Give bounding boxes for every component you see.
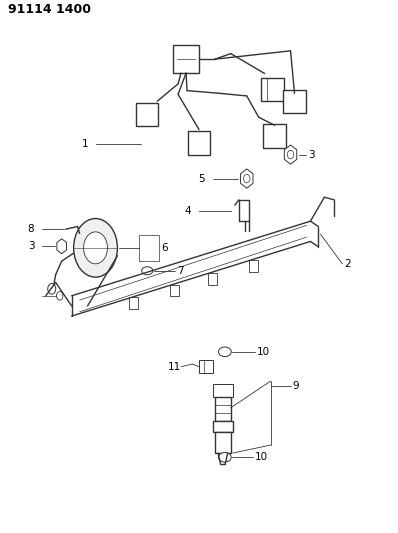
Bar — [173, 45, 199, 73]
Bar — [129, 297, 138, 309]
Bar — [136, 103, 158, 126]
Ellipse shape — [142, 266, 153, 275]
Circle shape — [57, 292, 63, 300]
Circle shape — [48, 284, 56, 294]
Text: 8: 8 — [27, 224, 34, 234]
Text: 11: 11 — [168, 362, 181, 372]
Text: 7: 7 — [177, 266, 184, 276]
Bar — [283, 90, 306, 113]
Bar — [199, 360, 213, 373]
Bar — [213, 384, 233, 397]
Text: 9: 9 — [293, 382, 299, 391]
Text: 2: 2 — [344, 259, 351, 269]
Bar — [139, 235, 159, 261]
Bar — [263, 124, 286, 148]
Circle shape — [244, 174, 250, 183]
Text: 10: 10 — [257, 347, 270, 357]
Circle shape — [74, 219, 117, 277]
Bar — [208, 273, 217, 285]
Bar — [215, 397, 231, 421]
Circle shape — [287, 150, 294, 159]
Bar — [213, 421, 233, 432]
Ellipse shape — [219, 453, 231, 462]
Text: 10: 10 — [255, 453, 268, 462]
Bar — [170, 285, 179, 296]
Bar — [215, 432, 231, 453]
Bar — [249, 260, 258, 272]
Circle shape — [84, 232, 107, 264]
Bar — [188, 131, 210, 155]
Text: 1: 1 — [82, 139, 88, 149]
Text: 91114 1400: 91114 1400 — [8, 3, 91, 16]
Text: 4: 4 — [184, 206, 191, 215]
Text: 6: 6 — [161, 243, 168, 253]
Text: 3: 3 — [28, 241, 35, 251]
Bar — [261, 78, 284, 101]
Text: 3: 3 — [308, 150, 315, 159]
Ellipse shape — [219, 347, 231, 357]
Text: 5: 5 — [198, 174, 205, 183]
